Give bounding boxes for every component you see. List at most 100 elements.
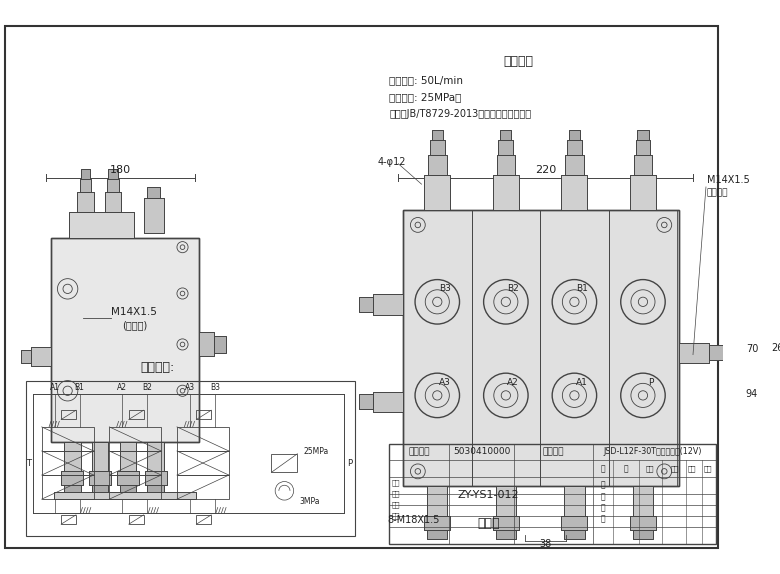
- Bar: [21, 350, 30, 363]
- Bar: [562, 175, 587, 210]
- Bar: [271, 454, 297, 472]
- Text: 25MPa: 25MPa: [304, 447, 329, 456]
- Bar: [633, 154, 652, 175]
- Bar: [389, 444, 716, 544]
- Bar: [374, 294, 403, 315]
- Bar: [493, 516, 519, 530]
- Text: 公称流量: 50L/min: 公称流量: 50L/min: [389, 75, 463, 86]
- Bar: [197, 410, 211, 420]
- Bar: [177, 475, 229, 499]
- Text: 品名规格: 品名规格: [542, 447, 564, 456]
- Bar: [119, 485, 136, 495]
- Text: 70: 70: [746, 344, 758, 354]
- Bar: [26, 381, 355, 536]
- Text: A1: A1: [50, 383, 59, 393]
- Bar: [424, 516, 450, 530]
- Text: A3: A3: [439, 378, 451, 387]
- Bar: [540, 210, 608, 486]
- Bar: [430, 139, 445, 154]
- Bar: [92, 485, 108, 495]
- Text: 批准: 批准: [392, 502, 400, 508]
- Bar: [562, 516, 587, 530]
- Bar: [177, 427, 229, 451]
- Bar: [64, 485, 80, 495]
- Text: A2: A2: [117, 383, 127, 393]
- Text: 件数: 件数: [670, 466, 679, 472]
- Bar: [30, 347, 51, 366]
- Text: A1: A1: [576, 378, 588, 387]
- Bar: [637, 130, 648, 139]
- Bar: [197, 515, 211, 524]
- Bar: [564, 530, 584, 539]
- Text: 校对: 校对: [392, 513, 400, 519]
- Text: 重量: 重量: [688, 466, 697, 472]
- Bar: [637, 130, 648, 139]
- Bar: [428, 154, 447, 175]
- Bar: [427, 486, 448, 516]
- Text: 控制油口: 控制油口: [707, 188, 729, 197]
- Bar: [633, 486, 653, 516]
- Text: 220: 220: [535, 165, 556, 175]
- Bar: [64, 442, 80, 471]
- Bar: [633, 530, 653, 539]
- Bar: [608, 210, 677, 486]
- Bar: [147, 485, 164, 495]
- Bar: [498, 139, 513, 154]
- Bar: [569, 130, 580, 139]
- Bar: [69, 212, 134, 238]
- Bar: [428, 154, 447, 175]
- Text: P: P: [647, 378, 653, 387]
- Bar: [498, 139, 513, 154]
- Text: 试验按JB/T8729-2013液压多路换向阀执行: 试验按JB/T8729-2013液压多路换向阀执行: [389, 108, 531, 119]
- Bar: [147, 187, 160, 198]
- Bar: [80, 179, 90, 192]
- Bar: [108, 179, 119, 192]
- Bar: [633, 530, 653, 539]
- Bar: [92, 442, 108, 471]
- Bar: [199, 332, 214, 356]
- Bar: [147, 187, 160, 198]
- Text: A2: A2: [507, 378, 519, 387]
- Bar: [108, 169, 118, 179]
- Bar: [566, 154, 583, 175]
- Bar: [144, 471, 167, 485]
- Bar: [61, 410, 76, 420]
- Bar: [374, 294, 403, 315]
- Bar: [636, 139, 651, 154]
- Bar: [403, 210, 679, 486]
- Bar: [119, 485, 136, 495]
- Bar: [144, 198, 164, 233]
- Bar: [374, 391, 403, 412]
- Bar: [30, 347, 51, 366]
- Text: 266: 266: [771, 343, 780, 353]
- Text: B2: B2: [143, 383, 152, 393]
- Bar: [500, 130, 512, 139]
- Bar: [566, 154, 583, 175]
- Bar: [61, 471, 83, 485]
- Bar: [432, 130, 443, 139]
- Bar: [177, 451, 229, 475]
- Bar: [360, 297, 374, 312]
- Bar: [679, 343, 709, 363]
- Bar: [108, 179, 119, 192]
- Text: 8-M18X1.5: 8-M18X1.5: [387, 514, 440, 525]
- Bar: [51, 238, 199, 442]
- Bar: [495, 530, 516, 539]
- Bar: [214, 336, 226, 353]
- Bar: [41, 451, 94, 475]
- Bar: [500, 130, 512, 139]
- Bar: [119, 442, 136, 471]
- Text: 标记: 标记: [646, 466, 654, 472]
- Text: 比例: 比例: [704, 466, 712, 472]
- Text: 5030410000: 5030410000: [453, 447, 510, 456]
- Text: 公称压力: 25MPa。: 公称压力: 25MPa。: [389, 92, 462, 102]
- Bar: [129, 410, 144, 420]
- Text: 38: 38: [540, 538, 551, 549]
- Bar: [633, 154, 652, 175]
- Text: 丙: 丙: [601, 503, 605, 512]
- Text: 性能参数: 性能参数: [504, 55, 534, 68]
- Bar: [54, 492, 197, 499]
- Text: B1: B1: [75, 383, 84, 393]
- Bar: [77, 192, 94, 212]
- Bar: [105, 192, 122, 212]
